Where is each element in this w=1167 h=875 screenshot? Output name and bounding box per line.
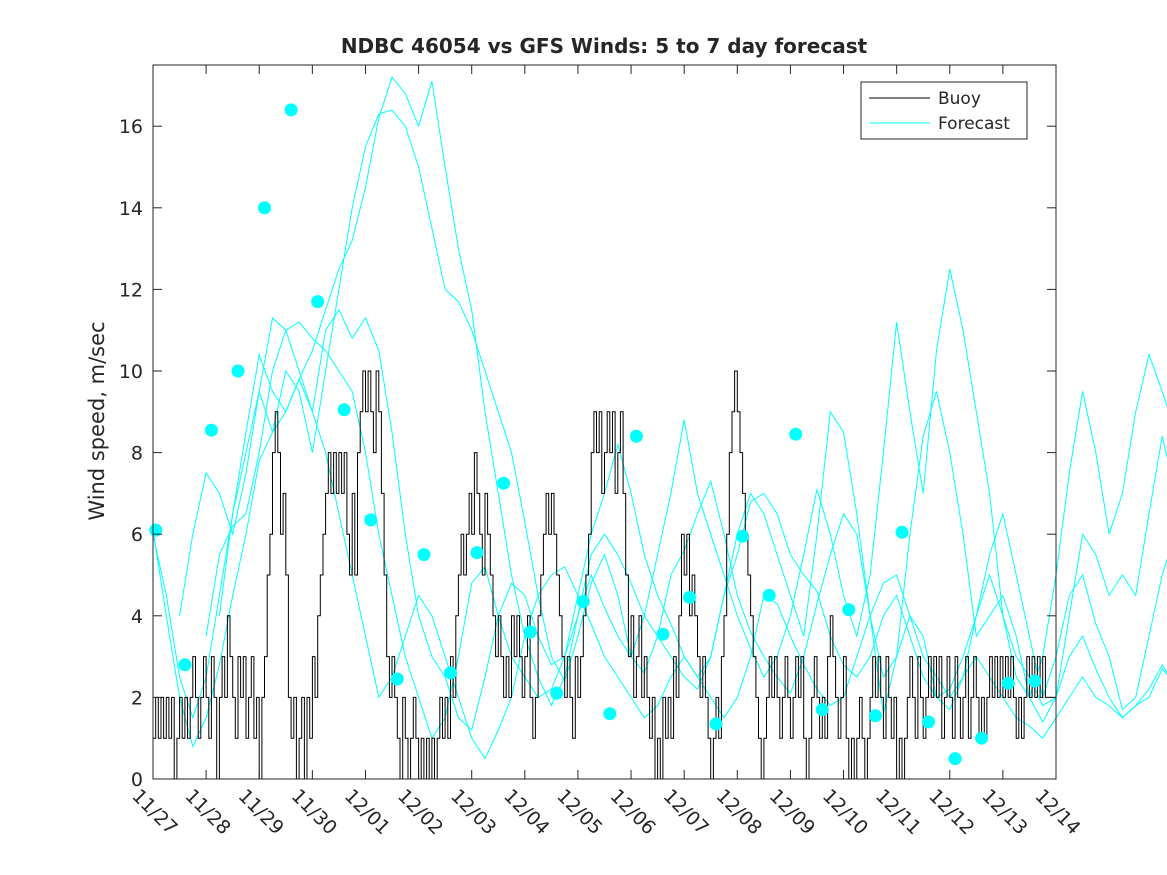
y-tick-label: 6 [131, 524, 143, 546]
forecast-marker-5 [258, 201, 271, 215]
forecast-line-3 [179, 308, 1167, 731]
forecast-marker-13 [470, 546, 484, 560]
forecast-marker-11 [417, 548, 431, 562]
forecast-lines [152, 76, 1167, 760]
forecast-marker-33 [1001, 676, 1015, 690]
y-tick-label: 16 [119, 116, 143, 138]
forecast-marker-10 [390, 672, 404, 686]
forecast-marker-9 [364, 513, 378, 527]
forecast-marker-8 [337, 403, 351, 417]
forecast-marker-32 [975, 731, 989, 745]
legend-buoy-label: Buoy [938, 89, 981, 109]
y-tick-label: 0 [131, 769, 143, 791]
forecast-marker-29 [895, 525, 909, 539]
forecast-marker-17 [576, 595, 590, 608]
forecast-marker-21 [683, 590, 696, 604]
forecast-marker-7 [311, 295, 325, 309]
forecast-marker-25 [789, 427, 803, 441]
forecast-line-1 [152, 109, 1167, 748]
forecast-marker-1 [149, 523, 163, 537]
forecast-markers [149, 103, 1042, 766]
forecast-line-5 [218, 377, 1167, 760]
forecast-marker-27 [842, 603, 856, 617]
y-tick-label: 2 [131, 687, 143, 709]
y-tick-label: 4 [131, 606, 143, 628]
forecast-line-2 [152, 76, 1167, 720]
forecast-marker-3 [204, 423, 218, 437]
chart-title: NDBC 46054 vs GFS Winds: 5 to 7 day fore… [341, 34, 868, 58]
plot-background [153, 65, 1056, 779]
forecast-marker-15 [523, 625, 537, 639]
legend: Buoy Forecast [860, 81, 1028, 140]
forecast-marker-12 [444, 666, 457, 680]
forecast-marker-30 [922, 715, 935, 729]
legend-box [860, 81, 1028, 140]
forecast-marker-20 [656, 627, 670, 641]
legend-forecast-label: Forecast [938, 114, 1010, 134]
y-axis-label: Wind speed, m/sec [85, 321, 109, 520]
forecast-marker-2 [178, 658, 192, 672]
forecast-marker-16 [550, 686, 564, 700]
forecast-marker-22 [709, 717, 723, 731]
forecast-marker-28 [868, 709, 882, 723]
forecast-marker-23 [736, 529, 750, 543]
forecast-marker-31 [948, 752, 962, 766]
plot-frame [152, 64, 1057, 780]
y-axis-ticks: 0 2 4 6 8 10 12 14 16 [119, 116, 1056, 791]
forecast-marker-6 [284, 103, 298, 117]
forecast-marker-34 [1028, 674, 1042, 688]
buoy-lines [153, 370, 1056, 780]
forecast-marker-4 [231, 364, 245, 378]
forecast-marker-18 [603, 707, 617, 721]
forecast-marker-14 [497, 476, 511, 490]
y-tick-label: 12 [119, 279, 143, 301]
y-tick-label: 10 [119, 361, 143, 383]
forecast-marker-19 [629, 429, 643, 443]
forecast-marker-26 [815, 703, 829, 717]
forecast-marker-24 [762, 588, 776, 602]
forecast-line-4 [205, 321, 1167, 740]
y-tick-label: 14 [119, 198, 143, 220]
y-tick-label: 8 [131, 443, 143, 465]
buoy-line [153, 370, 1056, 780]
